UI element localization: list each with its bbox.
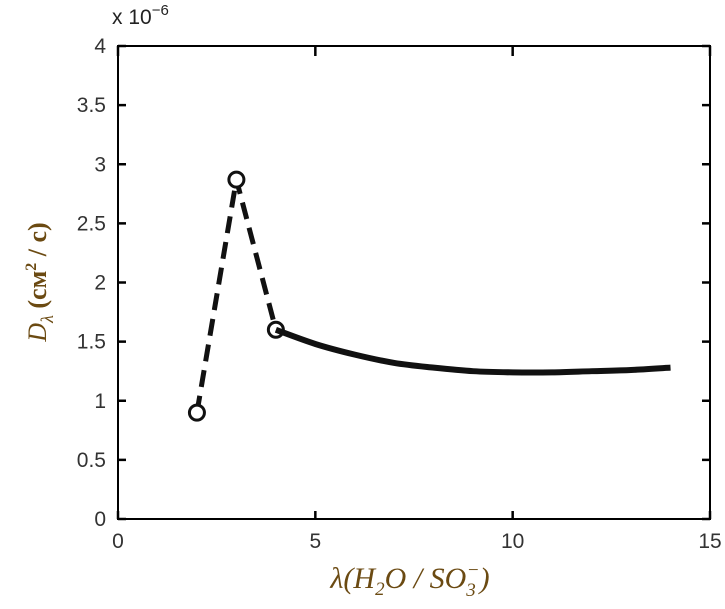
series-1-line [194,177,279,413]
series-layer [187,170,671,422]
data-point-marker [227,170,246,189]
y-tick-label: 0 [94,508,106,531]
y-tick-label: 2 [94,272,106,295]
x-tick-label: 5 [309,530,321,553]
y-tick-label: 4 [94,35,106,58]
y-tick-label: 3.5 [77,94,106,117]
x-tick-label: 10 [501,530,524,553]
x-tick-label: 0 [112,530,124,553]
axes [116,44,712,521]
y-tick-label: 1 [94,390,106,413]
exponent-label: x 10−6 [112,2,169,29]
x-tick-labels: 0 5 10 15 [112,530,722,553]
x-tick-label: 15 [698,530,721,553]
y-axis-label: Dλ (см2 / с) [23,222,57,342]
y-tick-labels: 0 0.5 1 1.5 2 2.5 3 3.5 4 [77,35,107,531]
x-axis-label: λ(H2O / SO3−) [329,560,489,601]
data-point-marker [187,403,206,422]
y-tick-label: 2.5 [77,212,106,235]
y-tick-label: 1.5 [77,331,106,354]
y-tick-label: 0.5 [77,449,106,472]
y-tick-label: 3 [94,153,106,176]
series-2-line [274,326,671,376]
plot-frame [117,45,711,520]
